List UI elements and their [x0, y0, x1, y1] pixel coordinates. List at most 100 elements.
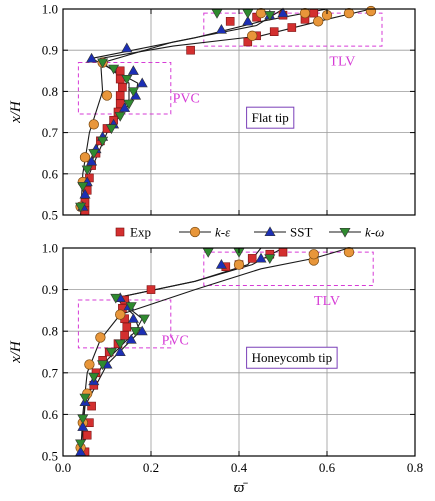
data-point — [127, 87, 139, 98]
data-point — [130, 327, 142, 337]
data-point — [123, 99, 135, 110]
data-point — [255, 7, 267, 19]
y-tick-label: 0.7 — [42, 125, 59, 140]
y-tick-label: 0.5 — [42, 449, 58, 464]
y-tick-label: 0.7 — [42, 365, 59, 380]
data-point — [81, 165, 93, 176]
x-tick-label: 0.6 — [319, 460, 336, 475]
legend-entry-exp: Exp — [115, 225, 151, 240]
panel-label-box — [246, 106, 295, 129]
data-point — [202, 248, 214, 258]
panel-label-box — [246, 346, 338, 369]
data-point — [97, 58, 109, 69]
data-point — [88, 119, 99, 130]
data-point — [278, 247, 288, 257]
data-point — [95, 332, 106, 343]
legend-label: Exp — [130, 225, 151, 240]
legend-entry-sst: SST — [254, 225, 312, 240]
data-point — [114, 112, 126, 122]
data-point — [114, 339, 126, 350]
series-k — [75, 5, 377, 212]
data-point — [110, 293, 122, 304]
annotation-box-tlv — [203, 251, 374, 286]
data-point — [79, 152, 91, 163]
data-point — [121, 74, 133, 85]
data-point — [86, 155, 98, 166]
annotation-label-tlv: TLV — [314, 294, 340, 309]
data-point — [343, 7, 355, 19]
data-point — [242, 15, 254, 26]
data-point — [308, 249, 319, 260]
y-axis-title: x/H — [8, 340, 24, 364]
data-point — [87, 401, 96, 411]
chart-panel-2: PVC TLV 0.5 0.6 0.7 0.8 0.9 1.0 0.0 0.2 0.4 0.6 0.8 x… — [8, 241, 423, 497]
data-point — [127, 65, 139, 75]
data-point — [343, 247, 355, 258]
y-tick-label: 0.8 — [42, 324, 58, 339]
data-point — [313, 16, 324, 27]
data-point — [121, 42, 133, 53]
data-point — [86, 52, 98, 63]
data-point — [138, 314, 150, 325]
legend-marker — [264, 226, 276, 237]
legend-entry-k: k-ε — [179, 225, 231, 240]
data-point — [215, 259, 227, 269]
annotation-label-pvc: PVC — [173, 92, 200, 107]
legend-entry-k: k-ω — [329, 225, 384, 240]
data-point — [269, 27, 279, 36]
annotation-box-pvc — [77, 62, 172, 115]
data-point — [108, 64, 120, 75]
annotation-label-tlv: TLV — [329, 55, 355, 70]
data-point — [309, 8, 319, 18]
data-point — [122, 322, 132, 332]
data-point — [79, 393, 91, 404]
x-tick-label: 0.2 — [143, 460, 159, 475]
legend-label: k-ω — [365, 225, 384, 240]
data-point — [75, 202, 87, 213]
x-axis-title: ϖ̄ — [234, 480, 249, 496]
data-point — [88, 372, 100, 383]
data-point — [77, 182, 89, 192]
y-tick-label: 1.0 — [42, 241, 58, 256]
data-point — [264, 11, 276, 21]
y-tick-label: 0.9 — [42, 43, 58, 58]
data-point — [247, 30, 258, 41]
data-point — [136, 325, 148, 336]
data-point — [115, 91, 125, 100]
data-point — [277, 7, 289, 18]
data-point — [136, 77, 148, 88]
annotation-label-pvc: PVC — [162, 334, 189, 349]
data-point — [79, 188, 91, 199]
data-point — [255, 252, 267, 263]
y-tick-label: 0.9 — [42, 282, 58, 297]
legend-label: SST — [290, 225, 312, 240]
data-point — [120, 331, 129, 340]
data-point — [146, 285, 156, 294]
legend-marker — [189, 226, 201, 238]
y-tick-label: 0.5 — [42, 208, 58, 223]
chart-panel-1: PVC TLV 0.5 0.6 0.7 0.8 0.9 1.0 x/H Flat tip — [8, 2, 416, 223]
data-point — [77, 421, 89, 431]
data-point — [233, 259, 245, 270]
data-point — [115, 309, 126, 320]
x-tick-label: 0.4 — [231, 460, 248, 475]
data-point — [215, 23, 227, 34]
y-tick-label: 0.8 — [42, 84, 58, 99]
data-point — [97, 136, 109, 147]
legend-marker — [115, 227, 125, 237]
data-point — [105, 124, 117, 135]
data-point — [264, 254, 276, 265]
panel-label: Honeycomb tip — [252, 350, 333, 365]
panel-label: Flat tip — [252, 110, 289, 125]
data-point — [211, 9, 223, 19]
x-tick-label: 0.8 — [407, 460, 423, 475]
data-point — [77, 414, 89, 425]
data-point — [242, 9, 254, 19]
series-sst — [75, 252, 267, 456]
data-point — [88, 149, 100, 159]
data-point — [118, 82, 127, 92]
x-tick-label: 0.0 — [55, 460, 71, 475]
data-point — [101, 90, 113, 101]
data-point — [97, 360, 109, 371]
data-point — [186, 45, 195, 55]
